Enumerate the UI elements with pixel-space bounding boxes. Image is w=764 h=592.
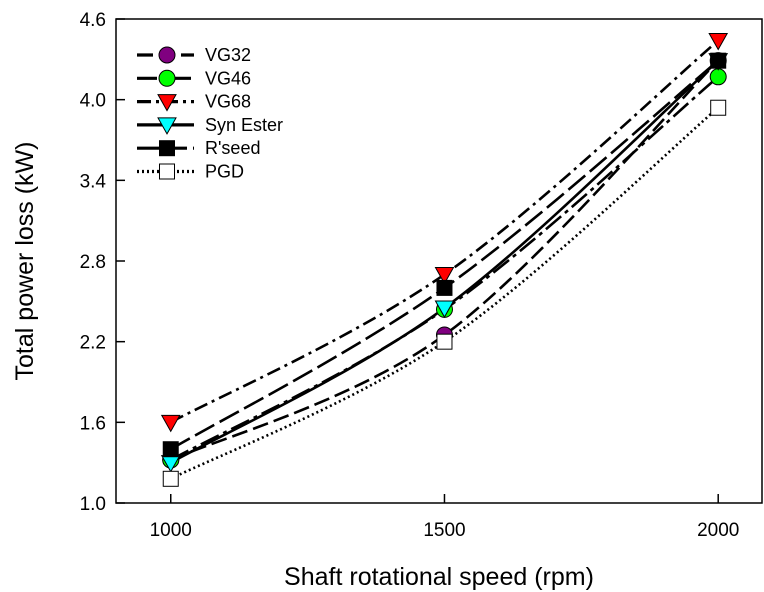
legend-marker xyxy=(158,46,176,64)
y-tick-label: 2.2 xyxy=(80,333,106,354)
data-point xyxy=(710,99,727,116)
y-tick-label: 4.0 xyxy=(80,91,106,112)
legend-label: Syn Ester xyxy=(205,115,283,135)
y-axis: 1.0 1.6 2.2 2.8 3.4 4.0 4.6 xyxy=(80,10,125,515)
legend-marker xyxy=(158,69,176,87)
legend: VG32 VG46 VG68 Syn Ester R'seed PGD xyxy=(137,45,283,182)
data-point xyxy=(434,266,455,285)
data-point xyxy=(710,52,727,69)
data-point xyxy=(708,33,729,51)
x-tick-label: 1000 xyxy=(150,520,192,541)
legend-label: VG68 xyxy=(205,92,251,112)
legend-marker xyxy=(159,163,175,180)
data-point xyxy=(162,441,179,458)
data-point xyxy=(709,68,727,86)
y-tick-label: 4.6 xyxy=(80,10,106,31)
series-markers xyxy=(160,33,729,487)
data-point xyxy=(434,300,455,319)
y-tick-label: 1.6 xyxy=(80,413,106,434)
x-tick-label: 1500 xyxy=(423,520,465,541)
legend-marker xyxy=(157,117,177,135)
y-tick-label: 3.4 xyxy=(80,171,107,192)
x-axis: 1000 1500 2000 xyxy=(150,494,739,541)
y-tick-label: 2.8 xyxy=(80,252,106,273)
data-point xyxy=(160,414,181,433)
data-point xyxy=(162,470,179,487)
x-tick-label: 2000 xyxy=(697,520,739,541)
x-axis-title: Shaft rotational speed (rpm) xyxy=(284,563,594,591)
series-line xyxy=(170,59,720,462)
legend-label: PGD xyxy=(205,162,244,182)
data-point xyxy=(436,333,453,350)
legend-marker xyxy=(159,140,175,157)
data-point xyxy=(436,279,453,296)
legend-label: VG46 xyxy=(205,68,251,88)
y-axis-title: Total power loss (kW) xyxy=(11,142,39,381)
legend-label: VG32 xyxy=(205,45,251,65)
legend-label: R'seed xyxy=(205,138,260,158)
series-line xyxy=(170,39,720,424)
y-tick-label: 1.0 xyxy=(80,494,106,515)
legend-marker xyxy=(157,94,177,112)
series-lines xyxy=(170,39,720,480)
